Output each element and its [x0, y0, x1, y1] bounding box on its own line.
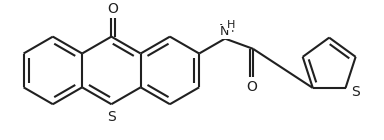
Text: S: S	[107, 110, 116, 124]
Text: N: N	[219, 25, 229, 38]
Text: N: N	[218, 23, 228, 36]
Text: H: H	[226, 24, 234, 34]
Text: S: S	[351, 85, 360, 99]
Text: O: O	[247, 80, 257, 94]
Text: H: H	[227, 20, 235, 30]
Text: O: O	[106, 3, 117, 17]
Text: O: O	[107, 2, 118, 16]
Text: S: S	[107, 109, 116, 123]
